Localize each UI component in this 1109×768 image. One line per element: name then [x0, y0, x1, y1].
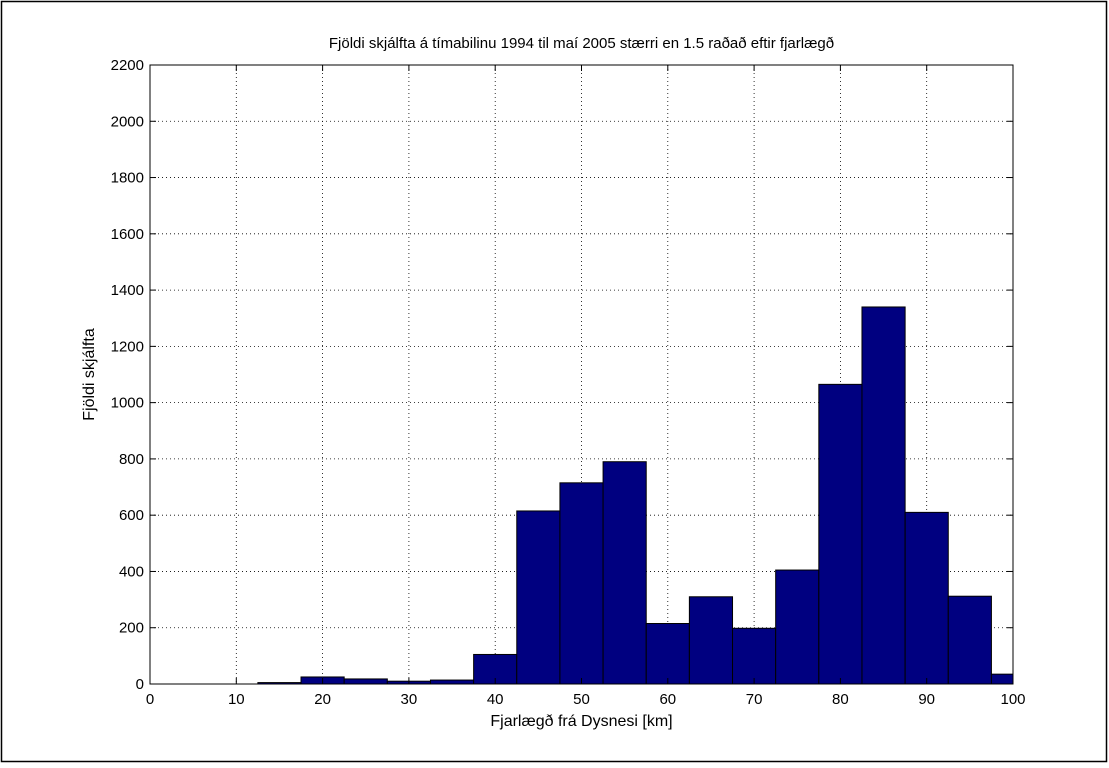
y-tick-label: 1800	[111, 170, 144, 187]
histogram-bar	[516, 510, 561, 685]
y-tick-label: 1000	[111, 395, 144, 412]
y-tick-label: 600	[119, 507, 144, 524]
histogram-bar	[688, 596, 734, 685]
histogram-bar	[775, 569, 820, 685]
histogram-bar	[429, 679, 475, 685]
x-tick-label: 70	[746, 691, 763, 708]
histogram-bar	[861, 306, 906, 685]
x-axis-label: Fjarlægð frá Dysnesi [km]	[490, 713, 672, 730]
histogram-bar	[904, 511, 949, 685]
x-tick-label: 20	[314, 691, 331, 708]
x-tick-label: 60	[659, 691, 676, 708]
histogram-bar	[645, 623, 690, 685]
histogram-bar	[990, 673, 1014, 685]
axis-ticks	[149, 64, 1014, 685]
y-tick-label: 0	[136, 676, 144, 693]
y-tick-label: 1200	[111, 338, 144, 355]
y-tick-label: 200	[119, 620, 144, 637]
y-tick-label: 400	[119, 563, 144, 580]
x-tick-label: 50	[573, 691, 590, 708]
y-tick-label: 2000	[111, 113, 144, 130]
x-tick-label: 100	[1000, 691, 1025, 708]
x-tick-label: 80	[832, 691, 849, 708]
x-tick-label: 30	[401, 691, 418, 708]
histogram-bar	[559, 482, 604, 685]
chart-title: Fjöldi skjálfta á tímabilinu 1994 til ma…	[329, 35, 834, 52]
histogram-bar	[343, 678, 388, 685]
x-tick-label: 90	[918, 691, 935, 708]
y-tick-label: 800	[119, 451, 144, 468]
histogram-bar	[947, 595, 992, 685]
histogram-bar	[602, 461, 647, 685]
y-tick-label: 1600	[111, 226, 144, 243]
y-tick-label: 2200	[111, 57, 144, 74]
x-tick-label: 10	[228, 691, 245, 708]
histogram-bar	[732, 627, 777, 685]
x-tick-label: 0	[146, 691, 154, 708]
x-tick-label: 40	[487, 691, 504, 708]
y-tick-label: 1400	[111, 282, 144, 299]
y-axis-label: Fjöldi skjálfta	[81, 328, 98, 421]
axis-tick-labels: 0 10 20 30 40 50 60 70 80 90 100020040060080010001…	[111, 57, 1026, 708]
histogram-bar	[818, 383, 863, 685]
